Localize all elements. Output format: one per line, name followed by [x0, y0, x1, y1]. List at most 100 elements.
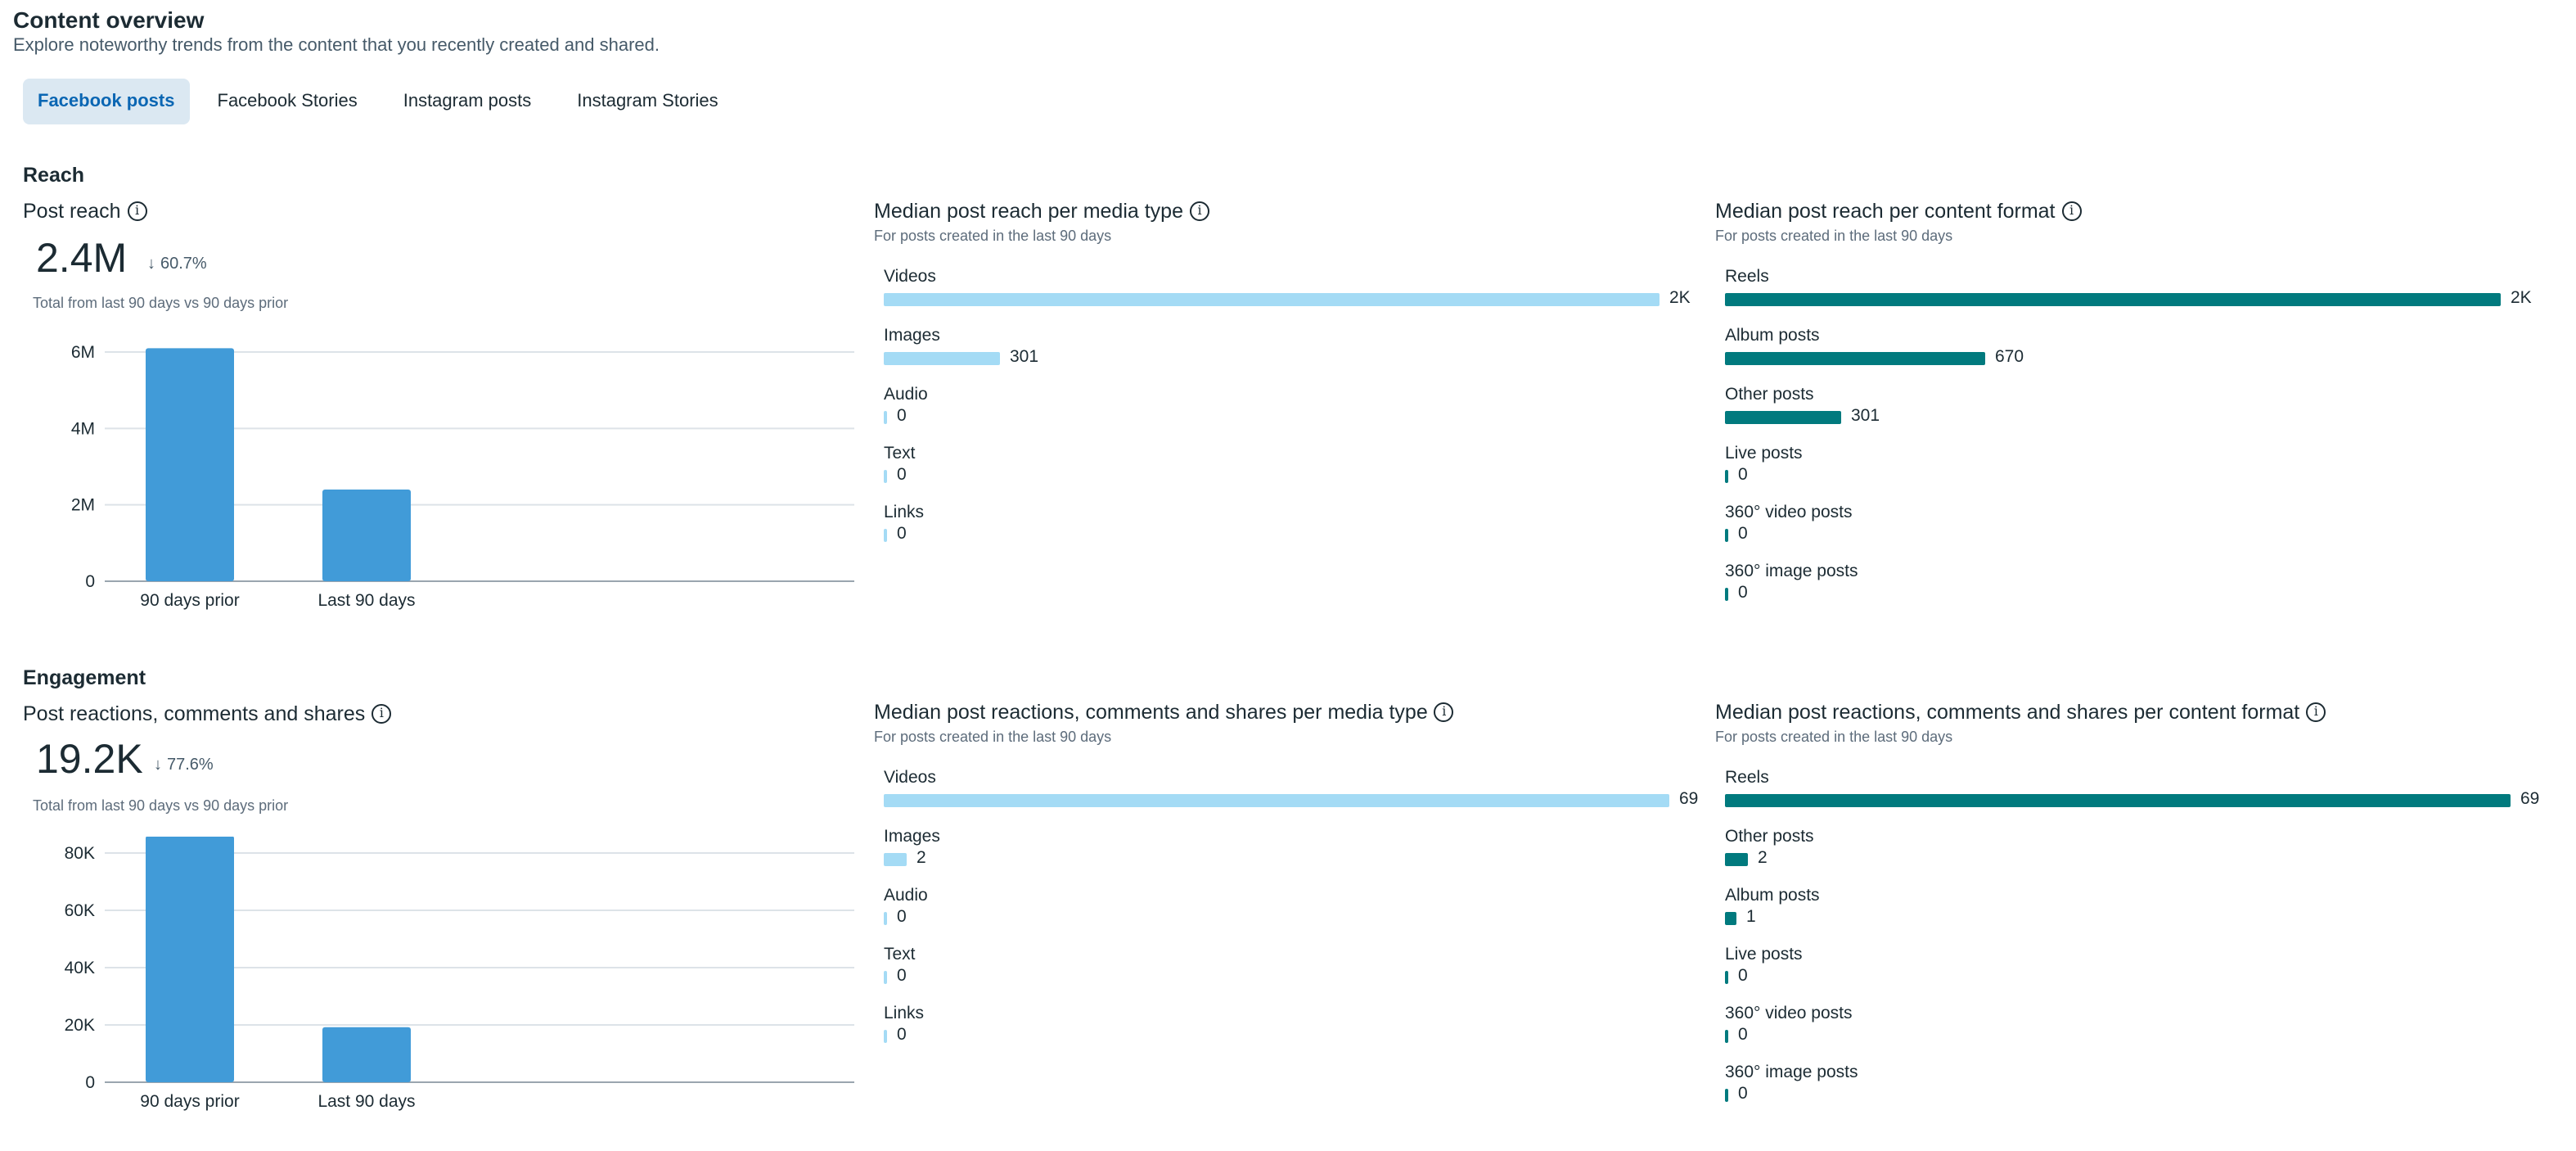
y-tick-label: 6M [71, 343, 95, 362]
eng-format-category-label: Live posts [1725, 945, 1803, 964]
reach-content-format-note: For posts created in the last 90 days [1715, 228, 1953, 244]
eng-media-row: Audio 0 [884, 886, 1669, 935]
tab-facebook-posts[interactable]: Facebook posts [23, 79, 190, 124]
post-reach-delta: ↓ 60.7% [147, 255, 207, 273]
y-tick-label: 0 [85, 1073, 95, 1092]
eng-media-bar[interactable] [884, 912, 887, 925]
eng-format-row: Album posts 1 [1725, 886, 2511, 935]
eng-format-value-label: 69 [2520, 789, 2540, 809]
eng-format-bar[interactable] [1725, 912, 1736, 925]
info-icon[interactable]: i [127, 201, 147, 221]
reach-format-bar[interactable] [1725, 411, 1841, 424]
reach-format-category-label: Reels [1725, 267, 1769, 287]
y-tick-label: 80K [65, 844, 95, 863]
reach-media-category-label: Images [884, 326, 940, 345]
reach-media-value-label: 2K [1669, 288, 1691, 308]
reach-media-bar[interactable] [884, 411, 887, 424]
reach-media-bar[interactable] [884, 470, 887, 483]
reach-format-row: Live posts 0 [1725, 444, 2501, 493]
info-icon[interactable]: i [1190, 201, 1209, 221]
post-reach-value: 2.4M [36, 236, 128, 282]
eng-media-category-label: Text [884, 945, 916, 964]
arrow-down-icon: ↓ [154, 756, 162, 774]
eng-media-value-label: 0 [897, 966, 907, 986]
eng-format-row: Other posts 2 [1725, 827, 2511, 876]
eng-media-row: Text 0 [884, 945, 1669, 994]
reach-media-row: Images 301 [884, 326, 1660, 375]
reach-media-bar[interactable] [884, 529, 887, 542]
reach-media-value-label: 0 [897, 406, 907, 426]
engagement-delta: ↓ 77.6% [154, 756, 214, 774]
eng-format-category-label: 360° image posts [1725, 1063, 1858, 1082]
reach-content-format-chart: Reels 2K Album posts 670 Other posts 301 Live … [1725, 267, 2532, 619]
eng-media-value-label: 0 [897, 907, 907, 927]
post-reach-chart: 0 2M 4M 6M 90 days prior Last 90 days [71, 343, 854, 610]
post-reach-note: Total from last 90 days vs 90 days prior [33, 295, 289, 311]
reach-format-bar[interactable] [1725, 470, 1728, 483]
info-icon[interactable]: i [2061, 201, 2082, 221]
reach-format-value-label: 2K [2511, 288, 2532, 308]
eng-format-category-label: Other posts [1725, 827, 1814, 846]
reach-media-bar[interactable] [884, 352, 1000, 365]
eng-format-bar[interactable] [1725, 794, 2511, 807]
reach-format-row: Album posts 670 [1725, 326, 2501, 375]
reach-format-row: Reels 2K [1725, 267, 2532, 316]
eng-format-value-label: 0 [1738, 1084, 1748, 1104]
engagement-media-type-title-text: Median post reactions, comments and shar… [874, 701, 1428, 724]
reach-format-bar[interactable] [1725, 588, 1728, 601]
column-bar[interactable] [322, 490, 411, 581]
engagement-content-format-title-text: Median post reactions, comments and shar… [1715, 701, 2300, 724]
eng-format-bar[interactable] [1725, 1030, 1728, 1043]
engagement-section-title: Engagement [23, 666, 146, 689]
reach-media-row: Links 0 [884, 503, 1660, 552]
info-icon[interactable]: i [372, 704, 392, 724]
engagement-chart: 0 20K 40K 60K 80K 90 days prior Last 90 days [65, 837, 854, 1111]
reach-format-bar[interactable] [1725, 529, 1728, 542]
column-bar[interactable] [322, 1027, 411, 1082]
eng-media-bar[interactable] [884, 853, 907, 866]
x-category-label: 90 days prior [140, 591, 239, 610]
tab-instagram-stories[interactable]: Instagram Stories [577, 92, 718, 111]
info-icon[interactable]: i [1434, 702, 1454, 722]
tab-facebook-stories[interactable]: Facebook Stories [217, 92, 358, 111]
eng-media-value-label: 2 [916, 848, 926, 868]
column-bar[interactable] [146, 348, 234, 581]
engagement-media-type-chart: Videos 69 Images 2 Audio 0 Text 0 Links 0 [884, 768, 1698, 1063]
reach-media-bar[interactable] [884, 293, 1660, 306]
eng-format-bar[interactable] [1725, 853, 1748, 866]
eng-media-bar[interactable] [884, 794, 1669, 807]
eng-format-category-label: Album posts [1725, 886, 1820, 905]
eng-media-bar[interactable] [884, 971, 887, 984]
reach-format-value-label: 0 [1738, 524, 1748, 544]
x-category-label: 90 days prior [140, 1092, 239, 1111]
reach-format-bar[interactable] [1725, 293, 2501, 306]
eng-format-bar[interactable] [1725, 1089, 1728, 1102]
eng-media-row: Images 2 [884, 827, 1669, 876]
engagement-title: Post reactions, comments and shares i [23, 702, 392, 725]
post-reach-delta-value: 60.7% [160, 255, 207, 273]
y-tick-label: 20K [65, 1016, 95, 1035]
reach-format-bar[interactable] [1725, 352, 1985, 365]
y-tick-label: 4M [71, 419, 95, 438]
x-category-label: Last 90 days [317, 591, 415, 610]
eng-format-row: 360° video posts 0 [1725, 1004, 2511, 1053]
reach-format-value-label: 301 [1851, 406, 1880, 426]
tab-instagram-posts[interactable]: Instagram posts [403, 92, 532, 111]
eng-format-category-label: 360° video posts [1725, 1004, 1853, 1023]
reach-media-category-label: Links [884, 503, 925, 522]
reach-media-type-title-text: Median post reach per media type [874, 200, 1183, 223]
reach-format-row: Other posts 301 [1725, 385, 2501, 434]
reach-format-category-label: Album posts [1725, 326, 1820, 345]
engagement-title-text: Post reactions, comments and shares [23, 702, 366, 725]
eng-media-bar[interactable] [884, 1030, 887, 1043]
reach-content-format-title-text: Median post reach per content format [1715, 200, 2056, 223]
post-reach-title-text: Post reach [23, 200, 121, 223]
column-bar[interactable] [146, 837, 234, 1082]
engagement-content-format-chart: Reels 69 Other posts 2 Album posts 1 Live post… [1725, 768, 2539, 1120]
info-icon[interactable]: i [2306, 702, 2326, 722]
reach-format-value-label: 670 [1995, 347, 2024, 367]
page-title: Content overview [13, 7, 205, 33]
reach-format-category-label: 360° video posts [1725, 503, 1853, 522]
eng-format-bar[interactable] [1725, 971, 1728, 984]
reach-media-value-label: 0 [897, 524, 907, 544]
